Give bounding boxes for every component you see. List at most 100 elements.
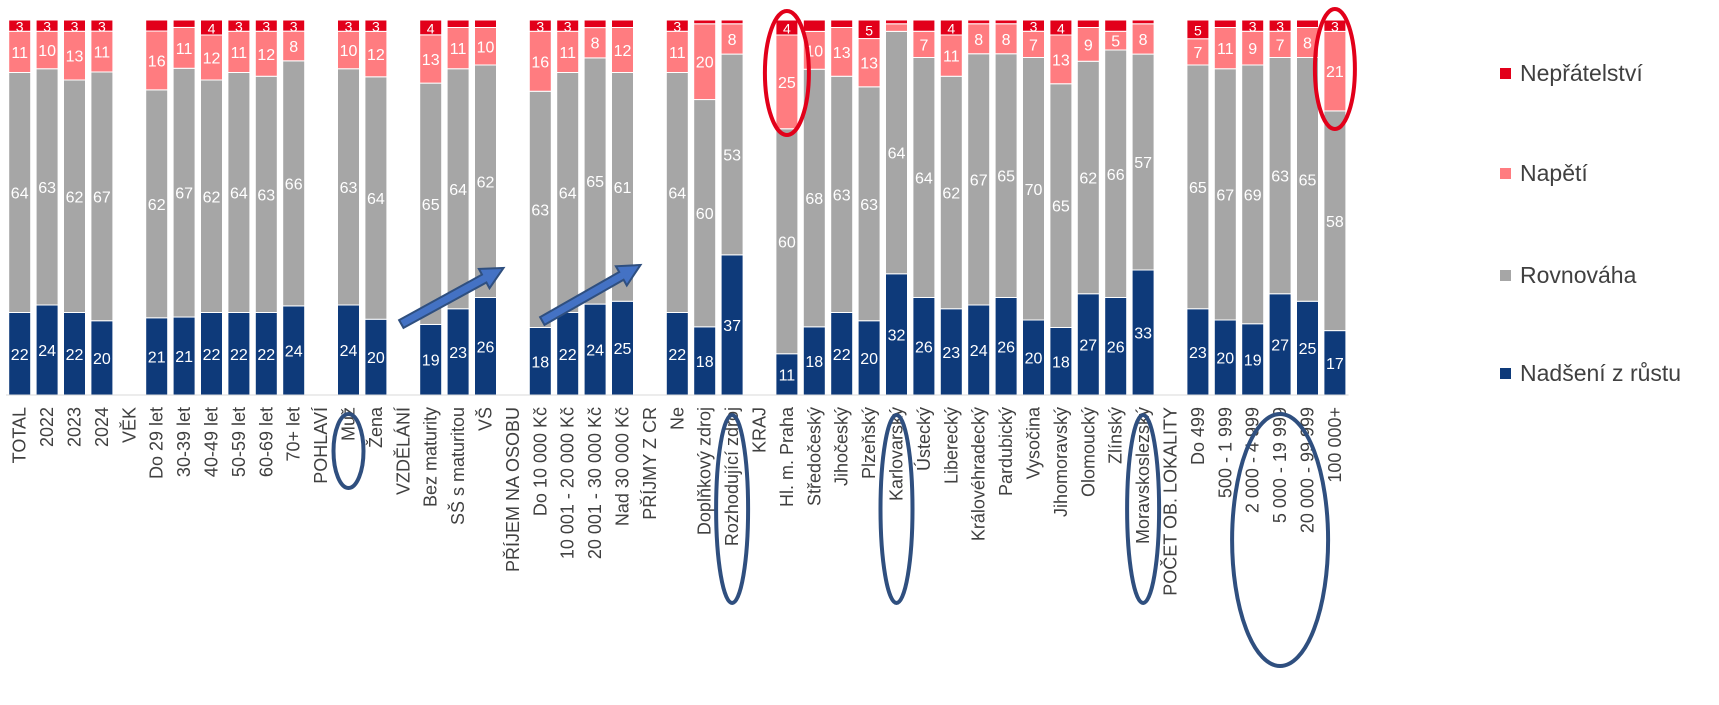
bar-segment-nepřátelství — [720, 19, 744, 25]
data-label: 11 — [94, 45, 111, 62]
data-label: 8 — [289, 39, 298, 56]
x-tick-label: 20 001 - 30 000 Kč — [585, 407, 605, 559]
highlight-ellipse — [878, 413, 915, 605]
legend-label: Rovnováha — [1520, 262, 1637, 288]
data-label: 63 — [531, 202, 549, 219]
bar-segment-nepřátelství — [145, 19, 169, 32]
x-tick-label: 20 000 - 99 999 — [1298, 407, 1318, 533]
data-label: 24 — [38, 343, 56, 360]
data-label: 11 — [176, 41, 193, 58]
bar-segment-nepřátelství — [775, 19, 799, 36]
data-label: 33 — [1134, 326, 1152, 343]
data-label: 11 — [450, 41, 467, 58]
data-label: 64 — [230, 186, 248, 203]
bar-segment-nepřátelství — [583, 19, 607, 29]
data-label: 65 — [586, 174, 604, 191]
data-label: 9 — [1248, 41, 1257, 58]
x-tick-label: Jihočeský — [832, 407, 852, 486]
data-label: 22 — [203, 347, 221, 364]
data-label: 3 — [1249, 19, 1257, 35]
highlight-ellipse — [1125, 413, 1162, 605]
x-tick-label: 500 - 1 999 — [1215, 407, 1235, 498]
data-label: 8 — [591, 36, 600, 53]
data-label: 3 — [71, 19, 79, 35]
x-tick-label: Rozhodující zdroj — [722, 407, 742, 546]
data-label: 66 — [285, 176, 303, 193]
bar-segment-nepřátelství — [665, 19, 689, 32]
data-label: 25 — [614, 341, 632, 358]
bar-segment-nepřátelství — [556, 19, 580, 32]
bar-segment-nepřátelství — [857, 19, 881, 40]
data-label: 13 — [66, 49, 84, 66]
bar-segment-nepřátelství — [337, 19, 360, 32]
data-label: 22 — [230, 347, 248, 364]
x-tick-label: PŘÍJEM NA OSOBU — [503, 407, 523, 572]
x-tick-label: Doplňkový zdroj — [695, 407, 715, 535]
x-tick-label: VZDĚLÁNÍ — [393, 407, 413, 495]
x-tick-label: POČET OB. LOKALITY — [1160, 407, 1181, 596]
data-label: 26 — [477, 339, 495, 356]
data-label: 21 — [148, 349, 166, 366]
data-label: 8 — [1139, 32, 1148, 49]
bar-segment-nepřátelství — [419, 19, 443, 36]
bar-segment-nepřátelství — [994, 19, 1018, 25]
data-label: 22 — [11, 347, 29, 364]
data-label: 64 — [449, 182, 467, 199]
highlight-ellipse — [714, 413, 751, 605]
data-label: 67 — [970, 172, 988, 189]
bar-segment-nepřátelství — [967, 19, 991, 25]
bar-segment-nepřátelství — [528, 19, 552, 32]
data-label: 22 — [257, 347, 275, 364]
data-label: 63 — [1271, 169, 1289, 186]
bar-segment-nepřátelství — [35, 19, 59, 32]
x-tick-label: Do 10 000 Kč — [530, 407, 550, 516]
data-label: 67 — [93, 189, 111, 206]
x-tick-label: 30-39 let — [174, 407, 194, 477]
data-label: 27 — [1079, 337, 1097, 354]
x-tick-label: 10 001 - 20 000 Kč — [558, 407, 578, 559]
data-label: 12 — [367, 47, 385, 64]
data-label: 68 — [805, 191, 823, 208]
highlight-ellipse — [1230, 412, 1331, 668]
data-label: 3 — [16, 19, 24, 35]
x-tick-label: Ne — [667, 407, 687, 430]
x-tick-label: Bez maturity — [421, 407, 441, 507]
data-label: 3 — [290, 19, 298, 35]
data-label: 20 — [696, 55, 714, 72]
bar-segment-nepřátelství — [1213, 19, 1237, 28]
legend-swatch — [1500, 68, 1511, 79]
data-label: 4 — [208, 21, 216, 37]
legend: Nepřátelství Napětí Rovnováha Nadšení z … — [1500, 0, 1719, 700]
data-label: 62 — [203, 189, 221, 206]
data-label: 27 — [1271, 337, 1289, 354]
data-label: 18 — [696, 354, 714, 371]
data-label: 4 — [947, 21, 955, 37]
data-label: 22 — [833, 347, 851, 364]
data-label: 3 — [345, 19, 353, 35]
x-tick-label: Karlovarský — [887, 407, 907, 501]
x-tick-label: 2 000 - 4 999 — [1243, 407, 1263, 513]
data-label: 5 — [1111, 34, 1120, 51]
data-label: 12 — [257, 47, 275, 64]
bar-segment-nepřátelství — [227, 19, 251, 32]
legend-label: Nepřátelství — [1520, 60, 1643, 86]
legend-label: Nadšení z růstu — [1520, 360, 1682, 386]
x-tick-label: 100 000+ — [1325, 407, 1345, 483]
data-label: 17 — [1326, 356, 1344, 373]
data-label: 26 — [997, 339, 1015, 356]
bar-segment-nepřátelství — [364, 19, 388, 32]
data-label: 8 — [974, 32, 983, 49]
data-label: 67 — [175, 186, 193, 203]
data-label: 32 — [888, 327, 906, 344]
data-label: 60 — [778, 234, 796, 251]
x-tick-label: Moravskoslezský — [1133, 407, 1153, 544]
data-label: 4 — [427, 20, 435, 36]
bar-segment-nepřátelství — [90, 19, 114, 32]
data-label: 13 — [833, 45, 851, 62]
legend-label: Napětí — [1520, 160, 1588, 186]
data-label: 11 — [11, 45, 28, 62]
data-label: 23 — [942, 345, 960, 362]
x-tick-label: POHLAVÍ — [311, 407, 331, 484]
legend-swatch — [1500, 368, 1511, 379]
x-tick-label: Žena — [366, 406, 386, 448]
